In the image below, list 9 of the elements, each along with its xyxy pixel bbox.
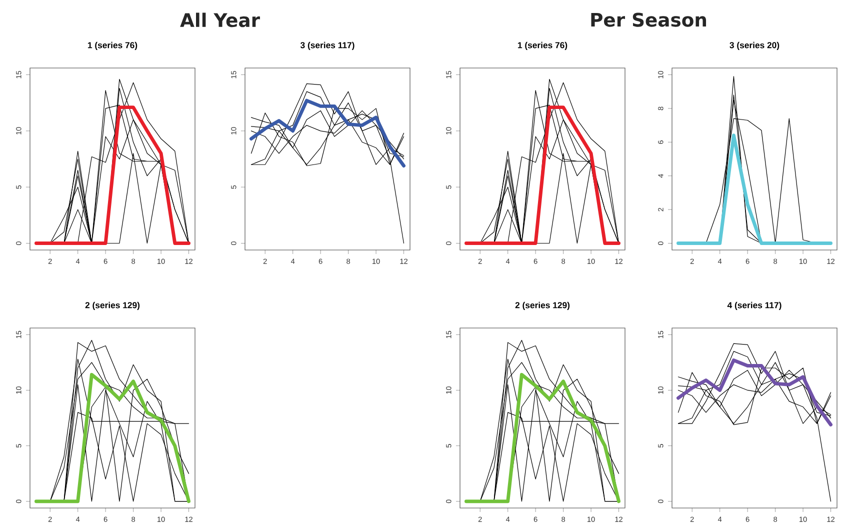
chart-title: 1 (series 76)	[88, 42, 138, 50]
chart-title: 2 (series 129)	[85, 302, 140, 310]
chart-title: 1 (series 76)	[518, 42, 568, 50]
chart-title: 3 (series 117)	[300, 42, 354, 50]
text: All Year	[180, 12, 260, 28]
chart-title: 2 (series 129)	[515, 302, 570, 310]
text: Per Season	[591, 12, 706, 27]
chart-title: 3 (series 20)	[730, 42, 780, 50]
chart-title: 4 (series 117)	[727, 302, 782, 310]
